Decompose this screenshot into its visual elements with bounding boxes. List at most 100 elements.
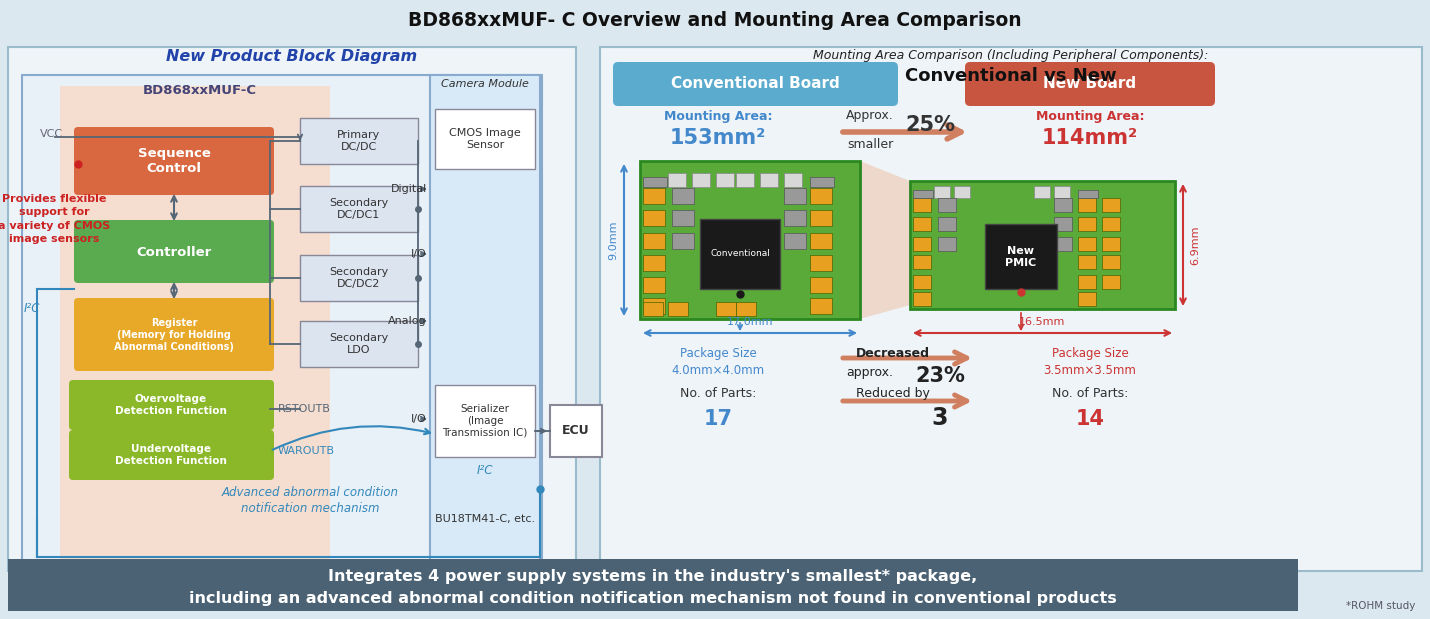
Text: 6.9mm: 6.9mm [1190,225,1200,265]
Text: BU18TM41-C, etc.: BU18TM41-C, etc. [435,514,535,524]
Text: I/O: I/O [412,414,428,424]
Text: VCC: VCC [40,129,63,139]
FancyBboxPatch shape [965,62,1216,106]
Bar [1078,217,1095,231]
Text: RSTOUTB: RSTOUTB [277,404,330,414]
Text: Undervoltage
Detection Function: Undervoltage Detection Function [114,444,227,466]
Bar [672,210,694,226]
Bar [300,186,418,232]
Bar [809,298,832,314]
Bar [716,173,734,187]
Bar [644,233,665,249]
Bar [912,255,931,269]
Bar [912,237,931,251]
Bar [1078,275,1095,289]
Text: Serializer
(Image
Transmission IC): Serializer (Image Transmission IC) [442,404,528,438]
Bar [985,224,1057,289]
Text: Package Size: Package Size [1051,347,1128,360]
Bar [9,47,576,571]
FancyBboxPatch shape [613,62,898,106]
FancyBboxPatch shape [74,220,275,283]
Text: including an advanced abnormal condition notification mechanism not found in con: including an advanced abnormal condition… [189,592,1117,607]
Bar [300,255,418,301]
Text: Decreased: Decreased [857,347,930,360]
Bar [1103,275,1120,289]
Bar [912,190,932,198]
Bar [912,292,931,306]
Text: Overvoltage
Detection Function: Overvoltage Detection Function [114,394,227,416]
Bar [644,298,665,314]
Bar [938,217,957,231]
Bar [1103,255,1120,269]
Text: 9.0mm: 9.0mm [608,220,618,260]
Bar [809,188,832,204]
Text: Package Size: Package Size [679,347,756,360]
Text: Secondary
LDO: Secondary LDO [329,333,389,355]
Text: New Product Block Diagram: New Product Block Diagram [166,49,418,64]
Text: 25%: 25% [905,115,955,135]
Bar [938,198,957,212]
FancyBboxPatch shape [69,430,275,480]
Bar [759,173,778,187]
Text: smaller: smaller [847,139,894,152]
Text: Conventional Board: Conventional Board [671,77,839,92]
Text: Controller: Controller [136,246,212,259]
Polygon shape [859,161,909,319]
Bar [1054,237,1072,251]
Bar [644,210,665,226]
Bar [1054,217,1072,231]
Bar [1078,190,1098,198]
Bar [809,177,834,187]
Bar [644,255,665,271]
Text: Mounting Area:: Mounting Area: [1035,110,1144,123]
Bar [644,188,665,204]
Text: I/O: I/O [412,249,428,259]
Bar [784,210,807,226]
Bar [1054,186,1070,198]
Bar [21,75,542,563]
Bar [60,86,330,561]
Bar [954,186,970,198]
Text: ECU: ECU [562,425,589,438]
Text: 4.0mm×4.0mm: 4.0mm×4.0mm [672,364,765,377]
Text: No. of Parts:: No. of Parts: [679,387,756,400]
Bar [809,233,832,249]
Bar [1034,186,1050,198]
Text: Conventional vs New: Conventional vs New [905,67,1117,85]
Bar [1078,292,1095,306]
Bar [300,118,418,164]
Text: I²C: I²C [476,464,493,477]
FancyBboxPatch shape [69,380,275,430]
Bar [1103,198,1120,212]
Text: 114mm²: 114mm² [1042,128,1138,148]
Bar [668,173,686,187]
Bar [1078,237,1095,251]
Text: Mounting Area Comparison (Including Peripheral Components):: Mounting Area Comparison (Including Peri… [814,49,1208,62]
Bar [938,237,957,251]
Bar [716,302,736,316]
Bar [1078,255,1095,269]
Text: Approx.: Approx. [847,110,894,123]
Bar [784,173,802,187]
Bar [1103,237,1120,251]
Bar [300,321,418,367]
Bar [601,47,1421,571]
Text: 153mm²: 153mm² [669,128,766,148]
FancyBboxPatch shape [74,127,275,195]
Bar [784,188,807,204]
Bar [809,277,832,293]
Text: CMOS Image
Sensor: CMOS Image Sensor [449,128,521,150]
Bar [736,302,756,316]
Bar [644,277,665,293]
Text: New Board: New Board [1044,77,1137,92]
FancyBboxPatch shape [74,298,275,371]
Text: Mounting Area:: Mounting Area: [664,110,772,123]
Bar [912,217,931,231]
Bar [784,233,807,249]
Text: 3.5mm×3.5mm: 3.5mm×3.5mm [1044,364,1137,377]
Text: Primary
DC/DC: Primary DC/DC [337,130,380,152]
Bar [668,302,688,316]
Bar [672,188,694,204]
Text: Reduced by: Reduced by [857,387,930,400]
Text: BD868xxMUF-C: BD868xxMUF-C [143,84,257,97]
